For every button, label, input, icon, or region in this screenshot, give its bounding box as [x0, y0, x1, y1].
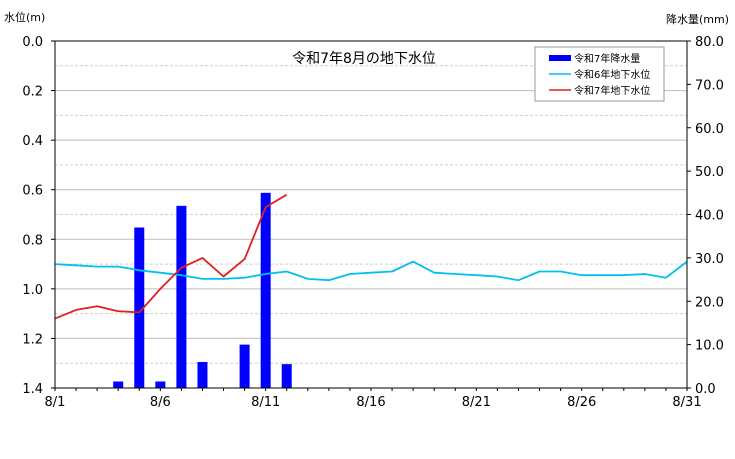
precip-bar: [260, 192, 271, 388]
y-right-axis-title: 降水量(mm): [666, 12, 729, 26]
legend: 令和7年降水量 令和6年地下水位 令和7年地下水位: [534, 46, 665, 102]
x-tick-label: 8/11: [251, 395, 280, 410]
chart-title: 令和7年8月の地下水位: [292, 51, 436, 67]
x-tick-label: 8/26: [567, 395, 596, 410]
y-left-tick-label: 0.6: [22, 184, 43, 199]
y-left-tick-label: 0.0: [22, 35, 43, 50]
precip-bar: [134, 227, 145, 388]
axes: 0.0 0.2 0.4 0.6 0.8 1.0 1.2 1.4 0.0 10.0 20.0 30.0 4…: [22, 35, 724, 410]
precip-bar: [281, 364, 292, 388]
y-right-tick-label: 70.0: [695, 78, 724, 93]
y-right-tick-label: 80.0: [695, 35, 724, 50]
legend-label-r6: 令和6年地下水位: [574, 68, 650, 81]
x-tick-label: 8/21: [462, 395, 491, 410]
precip-bar: [113, 381, 124, 388]
y-right-tick-label: 10.0: [695, 339, 724, 354]
precip-bar: [197, 361, 208, 388]
y-left-tick-label: 0.2: [22, 85, 43, 100]
y-left-axis-title: 水位(m): [4, 10, 45, 24]
precip-bar: [176, 205, 187, 388]
y-left-tick-label: 0.8: [22, 233, 43, 248]
y-right-tick-label: 50.0: [695, 165, 724, 180]
x-tick-label: 8/31: [672, 395, 701, 410]
y-left-tick-label: 1.2: [22, 332, 43, 347]
precip-bar: [239, 344, 250, 388]
y-right-tick-label: 30.0: [695, 252, 724, 267]
y-right-tick-label: 40.0: [695, 209, 724, 224]
y-right-tick-label: 20.0: [695, 295, 724, 310]
precip-bar: [155, 381, 166, 388]
x-tick-label: 8/1: [45, 395, 66, 410]
x-tick-label: 8/6: [150, 395, 171, 410]
y-right-tick-label: 60.0: [695, 122, 724, 137]
legend-label-r7: 令和7年地下水位: [574, 84, 650, 97]
groundwater-lines: [54, 193, 688, 320]
gridlines: [55, 65, 687, 364]
groundwater-line-r6: [54, 260, 688, 282]
y-right-tick-label: 0.0: [695, 382, 716, 397]
y-left-tick-label: 0.4: [22, 134, 43, 149]
legend-swatch-precip: [549, 55, 571, 61]
x-tick-label: 8/16: [356, 395, 385, 410]
legend-label-precip: 令和7年降水量: [574, 52, 640, 65]
y-left-tick-label: 1.0: [22, 283, 43, 298]
y-left-tick-label: 1.4: [22, 382, 43, 397]
groundwater-line-r7: [54, 193, 288, 320]
precipitation-bars: [113, 192, 292, 388]
